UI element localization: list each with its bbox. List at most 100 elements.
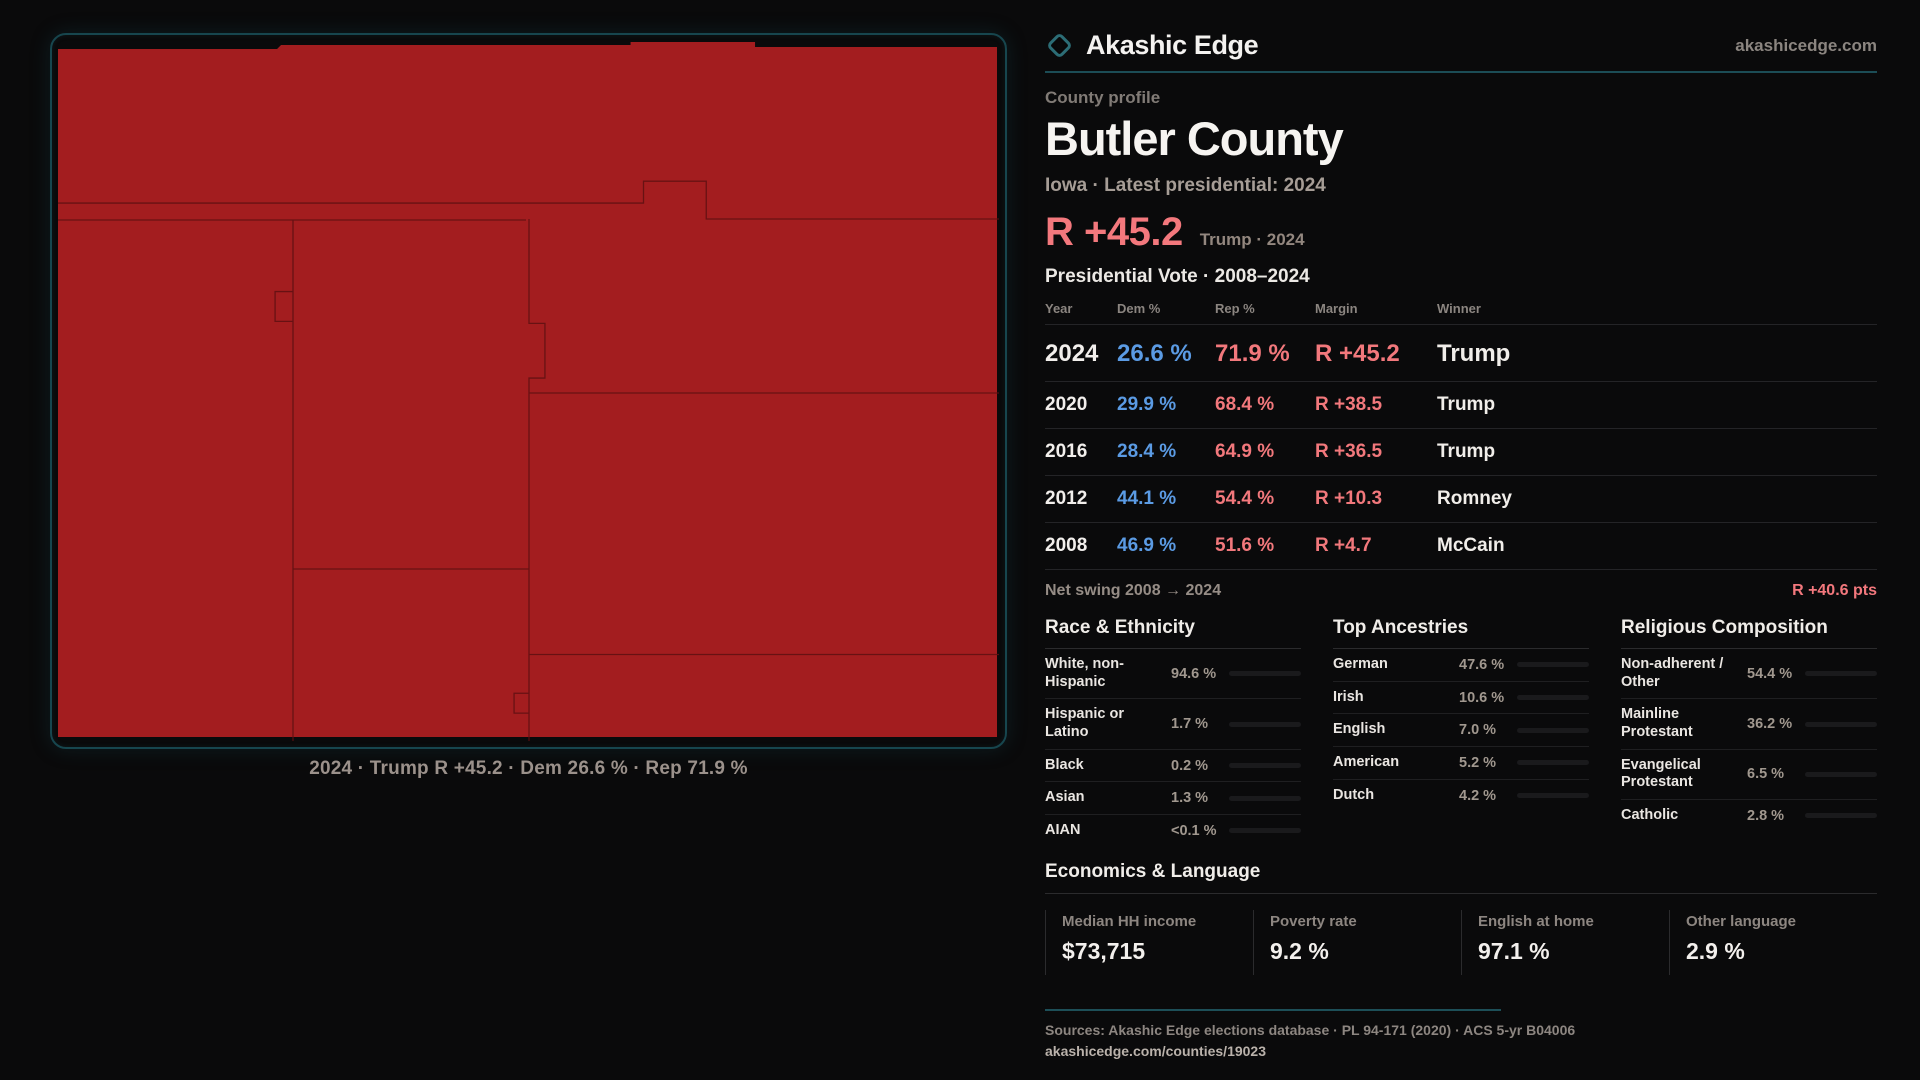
- cell-dem: 26.6 %: [1117, 340, 1192, 367]
- vote-section-title: Presidential Vote · 2008–2024: [1045, 266, 1310, 287]
- permalink[interactable]: akashicedge.com/counties/19023: [1045, 1042, 1266, 1059]
- township-boundaries: [58, 180, 999, 741]
- demo-value: 4.2 %: [1459, 787, 1497, 804]
- demo-bar: [1517, 727, 1589, 733]
- cell-winner: Romney: [1437, 488, 1512, 509]
- vote-table-header: Year Dem % Rep % Margin Winner: [1045, 292, 1877, 325]
- demo-bar: [1517, 662, 1589, 668]
- demo-bar: [1805, 813, 1877, 819]
- demo-value: 1.3 %: [1171, 790, 1209, 807]
- demo-row: Black 0.2 %: [1045, 750, 1301, 783]
- cell-dem: 44.1 %: [1117, 488, 1177, 509]
- demo-row: German 47.6 %: [1333, 649, 1589, 682]
- econ-stat-cell: Poverty rate 9.2 %: [1253, 909, 1461, 975]
- demo-value: 36.2 %: [1747, 716, 1793, 733]
- demo-value: 10.6 %: [1459, 689, 1505, 706]
- cell-margin: R +45.2: [1315, 340, 1400, 367]
- cell-year: 2020: [1045, 394, 1088, 415]
- demo-value: 7.0 %: [1459, 722, 1497, 739]
- cell-year: 2016: [1045, 441, 1088, 462]
- econ-stat-label: English at home: [1478, 912, 1594, 930]
- cell-year: 2008: [1045, 535, 1088, 556]
- cell-dem: 28.4 %: [1117, 441, 1177, 462]
- section-race: Race & Ethnicity White, non-Hispanic 94.6 …: [1045, 617, 1301, 847]
- demo-bar: [1229, 721, 1301, 727]
- demo-value: 5.2 %: [1459, 754, 1497, 771]
- demo-bar: [1517, 793, 1589, 799]
- demo-label: AIAN: [1045, 822, 1081, 839]
- net-swing-value: R +40.6 pts: [1792, 582, 1877, 599]
- econ-stat-label: Poverty rate: [1270, 912, 1357, 930]
- demo-row: Non-adherent / Other 54.4 %: [1621, 649, 1877, 700]
- vote-table: Year Dem % Rep % Margin Winner 2024 26.6 % 71.9…: [1045, 292, 1877, 570]
- demo-row: Mainline Protestant 36.2 %: [1621, 699, 1877, 750]
- county-shape: [58, 41, 998, 738]
- demo-bar: [1805, 721, 1877, 727]
- cell-winner: McCain: [1437, 535, 1505, 556]
- econ-stat-value: 2.9 %: [1686, 937, 1745, 964]
- cell-dem: 46.9 %: [1117, 535, 1177, 556]
- demo-row: Hispanic or Latino 1.7 %: [1045, 699, 1301, 750]
- demo-label: American: [1333, 754, 1400, 771]
- economics-stats: Median HH income $73,715 Poverty rate 9.2 %…: [1045, 909, 1877, 975]
- econ-stat-cell: English at home 97.1 %: [1461, 909, 1669, 975]
- vote-row-2008: 2008 46.9 % 51.6 % R +4.7 McCain: [1045, 523, 1877, 570]
- county-profile-panel: Akashic Edge akashicedge.com County prof…: [1045, 30, 1877, 1059]
- brand-header: Akashic Edge akashicedge.com: [1045, 30, 1877, 61]
- section-religion: Religious Composition Non-adherent / Othe…: [1621, 617, 1877, 832]
- demo-bar: [1229, 828, 1301, 834]
- economics-title: Economics & Language: [1045, 861, 1877, 894]
- economics-section: Economics & Language Median HH income $73…: [1045, 861, 1877, 975]
- demo-section-title: Top Ancestries: [1333, 617, 1589, 649]
- demo-row: Evangelical Protestant 6.5 %: [1621, 750, 1877, 801]
- demo-label: White, non-Hispanic: [1045, 656, 1124, 690]
- demo-section-title: Religious Composition: [1621, 617, 1877, 649]
- cell-margin: R +38.5: [1315, 394, 1383, 415]
- demo-value: 47.6 %: [1459, 656, 1505, 673]
- vote-column-header: Dem %: [1117, 301, 1161, 316]
- demo-bar: [1517, 695, 1589, 701]
- brand-domain-link[interactable]: akashicedge.com: [1735, 35, 1877, 55]
- demo-bar: [1517, 760, 1589, 766]
- demo-value: 94.6 %: [1171, 665, 1217, 682]
- econ-stat-cell: Other language 2.9 %: [1669, 909, 1877, 975]
- econ-stat-value: $73,715: [1062, 937, 1146, 964]
- demo-label: Irish: [1333, 688, 1364, 705]
- diamond-logo-icon: [1046, 32, 1073, 59]
- demo-row: Catholic 2.8 %: [1621, 800, 1877, 832]
- cell-rep: 71.9 %: [1215, 340, 1290, 367]
- header-divider: [1045, 71, 1877, 73]
- econ-stat-cell: Median HH income $73,715: [1045, 909, 1253, 975]
- demo-row: White, non-Hispanic 94.6 %: [1045, 649, 1301, 700]
- brand-name: Akashic Edge: [1086, 30, 1259, 60]
- page-title: Butler County: [1045, 112, 1344, 165]
- demo-row: Irish 10.6 %: [1333, 682, 1589, 715]
- econ-stat-label: Other language: [1686, 912, 1797, 930]
- demo-label: Hispanic or Latino: [1045, 706, 1124, 741]
- state-subtitle: Iowa · Latest presidential: 2024: [1045, 175, 1326, 196]
- margin-context: Trump · 2024: [1199, 230, 1305, 249]
- econ-stat-value: 9.2 %: [1270, 937, 1329, 964]
- county-map-card[interactable]: [50, 33, 1007, 749]
- vote-row-2020: 2020 29.9 % 68.4 % R +38.5 Trump: [1045, 382, 1877, 429]
- cell-margin: R +4.7: [1315, 535, 1372, 556]
- demo-value: 6.5 %: [1747, 766, 1785, 783]
- demo-bar: [1229, 763, 1301, 769]
- vote-row-2024: 2024 26.6 % 71.9 % R +45.2 Trump: [1045, 325, 1877, 382]
- cell-margin: R +36.5: [1315, 441, 1383, 462]
- demo-bar: [1805, 771, 1877, 777]
- demo-label: Dutch: [1333, 786, 1375, 803]
- cell-margin: R +10.3: [1315, 488, 1383, 509]
- demo-section-title: Race & Ethnicity: [1045, 617, 1301, 649]
- demo-value: <0.1 %: [1171, 822, 1217, 839]
- sources-text: Sources: Akashic Edge elections database…: [1045, 1021, 1576, 1038]
- demo-value: 1.7 %: [1171, 716, 1209, 733]
- county-map-svg: [58, 41, 999, 741]
- demo-bar: [1805, 671, 1877, 677]
- cell-year: 2012: [1045, 488, 1088, 509]
- demo-value: 0.2 %: [1171, 757, 1209, 774]
- vote-column-header: Rep %: [1215, 301, 1255, 316]
- section-ancestries: Top Ancestries German 47.6 % Irish 10.6 % Eng…: [1333, 617, 1589, 811]
- cell-rep: 54.4 %: [1215, 488, 1275, 509]
- cell-rep: 64.9 %: [1215, 441, 1275, 462]
